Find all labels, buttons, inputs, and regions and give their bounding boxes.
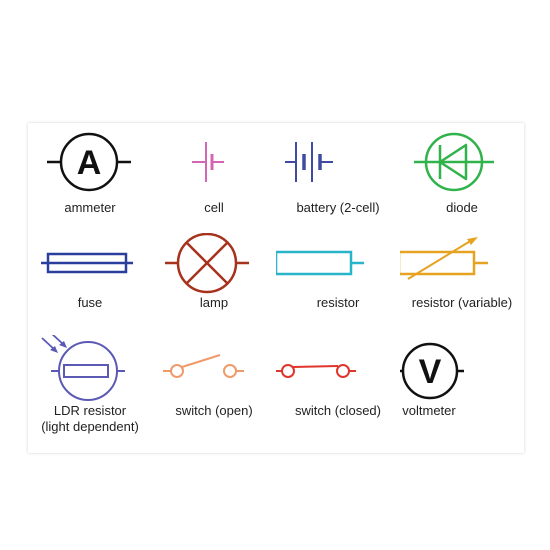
diode-label: diode [446,200,478,215]
ammeter-icon: A [47,132,131,192]
switch-closed-label: switch (closed) [295,403,381,418]
symbol-voltmeter: V voltmeter [400,335,524,445]
diode-icon [414,132,494,192]
symbol-switch-closed: switch (closed) [276,335,400,445]
battery-label: battery (2-cell) [296,200,380,215]
symbol-battery: battery (2-cell) [276,123,400,233]
symbol-switch-open: switch (open) [152,335,276,445]
battery-icon [285,142,333,182]
variable-resistor-icon [400,237,488,280]
symbol-ammeter: A ammeter [28,123,152,233]
voltmeter-label: voltmeter [402,403,456,418]
symbols-card: A ammeter cell battery (2-cell) [28,123,524,453]
ldr-icon [41,335,125,401]
fuse-icon [41,252,133,274]
symbol-resistor: resistor [276,233,400,343]
ammeter-letter: A [77,144,102,182]
closed-switch-icon [276,364,356,378]
open-switch-icon [163,354,244,378]
lamp-label: lamp [199,295,229,310]
cell-label: cell [204,200,224,215]
fuse-label: fuse [77,295,103,310]
symbol-diode: diode [400,123,524,233]
voltmeter-letter: V [419,353,442,391]
switch-open-label: switch (open) [175,403,253,418]
lamp-icon [165,233,249,294]
resistor-icon [276,250,364,276]
resistor-label: resistor [316,295,360,310]
cell-icon [192,142,224,182]
voltmeter-icon: V [400,342,464,400]
ldr-label-line2: (light dependent) [41,419,139,434]
ammeter-label: ammeter [64,200,116,215]
symbol-fuse: fuse [28,233,152,343]
ldr-label-line1: LDR resistor [53,403,127,418]
symbol-cell: cell [152,123,276,233]
symbol-resistor-variable: resistor (variable) [400,233,524,343]
symbol-lamp: lamp [152,233,276,343]
symbol-ldr: LDR resistor (light dependent) [28,335,152,445]
resistor-variable-label: resistor (variable) [411,295,513,310]
